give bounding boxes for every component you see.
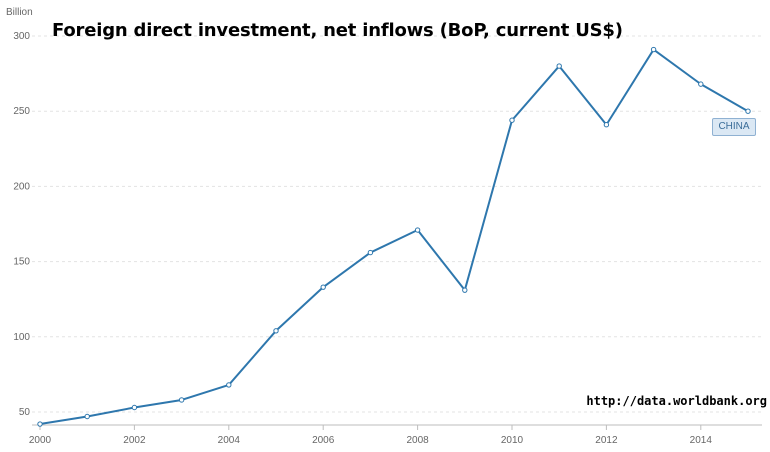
data-point-2014: [698, 81, 704, 87]
x-tick-label-2014: 2014: [690, 435, 713, 446]
data-point-2000: [37, 421, 43, 427]
y-axis-ticks: 50 100 150 200 250 300: [13, 31, 30, 418]
x-tick-label-2004: 2004: [218, 435, 241, 446]
y-tick-label-150: 150: [13, 257, 30, 268]
y-tick-label-200: 200: [13, 181, 30, 192]
data-point-2012: [603, 122, 610, 128]
y-unit-label: Billion: [6, 7, 33, 18]
gridlines: [32, 35, 762, 413]
y-tick-label-100: 100: [13, 332, 30, 343]
y-tick-label-50: 50: [19, 407, 31, 418]
data-point-2011: [556, 63, 562, 69]
chart-title: Foreign direct investment, net inflows (…: [52, 20, 623, 41]
y-tick-label-300: 300: [13, 31, 30, 42]
series-china: [37, 46, 751, 427]
data-point-2002: [131, 404, 138, 411]
data-point-2005: [273, 328, 279, 334]
data-point-2007: [367, 249, 374, 256]
data-point-2009: [462, 287, 468, 293]
data-point-2008: [414, 227, 421, 233]
x-tick-label-2006: 2006: [312, 435, 335, 446]
data-point-2003: [178, 397, 185, 403]
data-point-2015: [745, 108, 751, 114]
data-point-2004: [226, 382, 232, 388]
x-tick-label-2010: 2010: [501, 435, 524, 446]
y-tick-label-250: 250: [13, 106, 30, 117]
x-tick-label-2000: 2000: [29, 435, 52, 446]
x-tick-label-2008: 2008: [406, 435, 429, 446]
series-line: [39, 48, 749, 426]
data-point-2006: [320, 284, 326, 290]
data-point-2010: [509, 117, 515, 123]
x-tick-label-2002: 2002: [123, 435, 146, 446]
source-url: http://data.worldbank.org: [586, 394, 767, 408]
data-point-2013: [650, 46, 657, 53]
series-label-china: CHINA: [712, 118, 756, 136]
x-axis: 2000 2002 2004 2006 2008 2010 2012 2014: [29, 424, 762, 446]
x-tick-label-2012: 2012: [595, 435, 618, 446]
data-point-2001: [84, 413, 90, 420]
